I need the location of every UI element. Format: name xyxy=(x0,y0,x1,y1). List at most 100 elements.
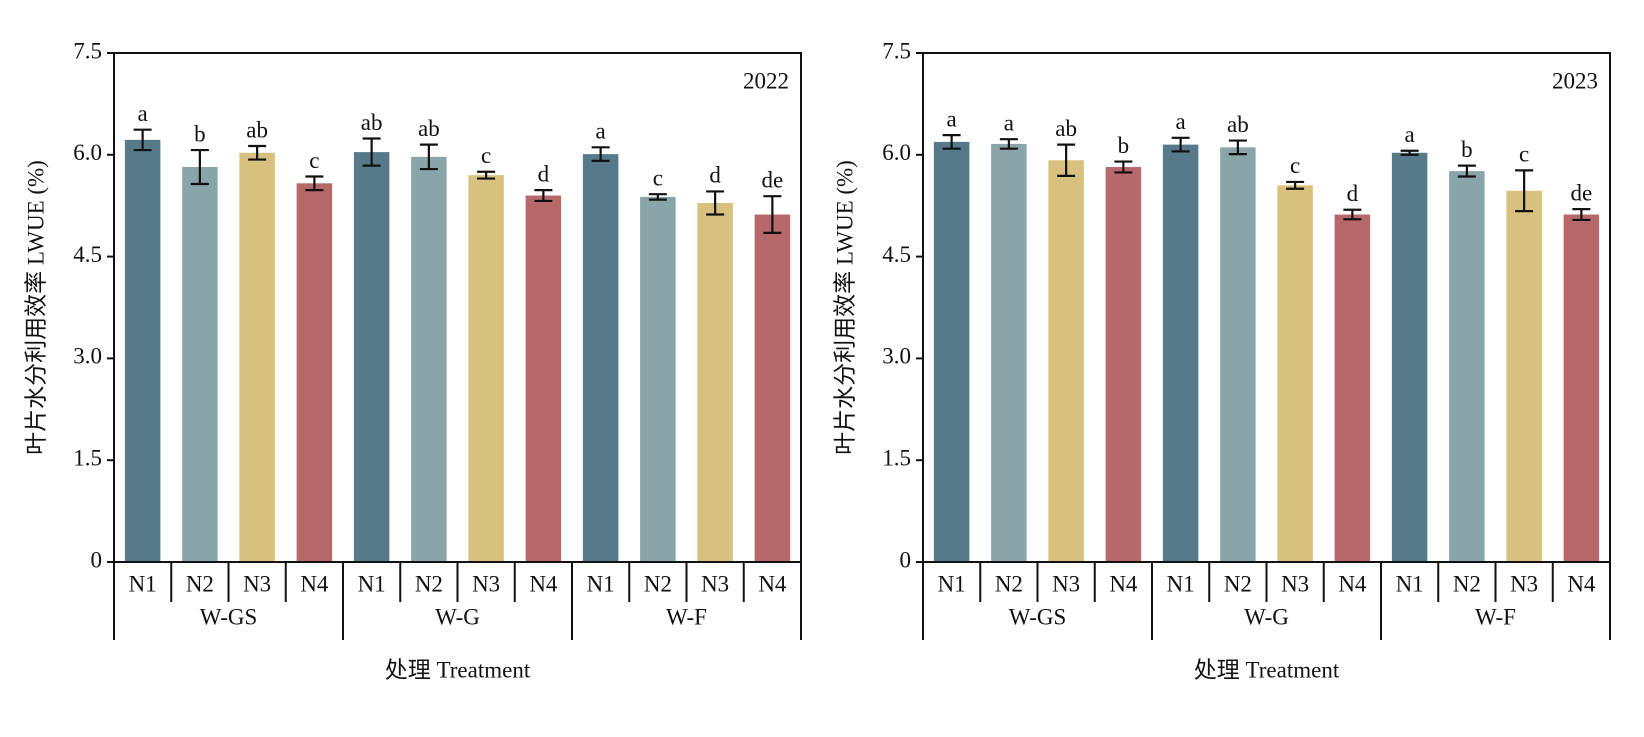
x-tick-label: N2 xyxy=(995,571,1023,596)
bar xyxy=(1449,171,1485,562)
error-bar xyxy=(305,175,324,192)
bar xyxy=(1105,167,1142,563)
significance-letter: c xyxy=(481,143,491,168)
x-axis-title: 处理 Treatment xyxy=(385,657,531,682)
error-bar xyxy=(248,144,267,161)
error-bar xyxy=(1057,143,1076,177)
error-bar xyxy=(1457,164,1476,178)
y-tick-label: 7.5 xyxy=(73,38,102,63)
significance-letter: d xyxy=(709,163,721,188)
error-bar xyxy=(763,195,782,234)
x-tick-label: N4 xyxy=(758,571,787,596)
x-axis-title: 处理 Treatment xyxy=(1194,657,1340,682)
significance-letter: a xyxy=(1004,110,1014,135)
bar xyxy=(1220,147,1256,563)
significance-letter: b xyxy=(1461,137,1473,162)
bar xyxy=(933,141,970,562)
bar xyxy=(1391,152,1428,563)
bar xyxy=(468,175,504,562)
group-label: W-GS xyxy=(1009,604,1067,629)
x-tick-label: N3 xyxy=(472,571,500,596)
x-tick-label: N1 xyxy=(1396,571,1424,596)
significance-letter: d xyxy=(538,161,550,186)
y-tick-label: 3.0 xyxy=(882,344,911,369)
significance-letter: de xyxy=(762,167,784,192)
error-bar xyxy=(534,188,553,203)
y-tick-label: 3.0 xyxy=(73,344,102,369)
bar xyxy=(1277,185,1313,562)
x-tick-label: N4 xyxy=(1109,571,1138,596)
significance-letter: c xyxy=(653,165,663,190)
y-tick-label: 6.0 xyxy=(882,140,911,165)
bar xyxy=(525,195,562,562)
x-tick-label: N3 xyxy=(243,571,271,596)
significance-letter: b xyxy=(194,121,206,146)
significance-letter: a xyxy=(1405,122,1415,147)
error-bar xyxy=(1515,169,1534,213)
significance-letter: ab xyxy=(361,110,383,135)
x-tick-label: N1 xyxy=(938,571,966,596)
x-tick-label: N2 xyxy=(186,571,214,596)
error-bar xyxy=(1400,149,1419,156)
error-bar xyxy=(648,193,667,201)
group-label: W-G xyxy=(435,604,480,629)
y-tick-label: 0 xyxy=(91,547,103,572)
x-tick-label: N2 xyxy=(415,571,443,596)
y-tick-label: 7.5 xyxy=(882,38,911,63)
error-bar xyxy=(591,146,610,163)
x-tick-label: N3 xyxy=(1052,571,1080,596)
error-bar xyxy=(1343,208,1362,221)
bar xyxy=(754,214,791,563)
bar xyxy=(697,202,733,562)
error-bar xyxy=(999,138,1018,150)
significance-letter: ab xyxy=(1055,116,1077,141)
x-tick-label: N1 xyxy=(358,571,386,596)
error-bar xyxy=(133,128,152,152)
bar xyxy=(411,156,447,562)
bar xyxy=(991,143,1027,562)
significance-letter: ab xyxy=(1227,112,1249,137)
x-tick-label: N2 xyxy=(1453,571,1481,596)
x-tick-label: N2 xyxy=(644,571,672,596)
significance-letter: a xyxy=(596,119,606,144)
bar xyxy=(353,152,390,562)
error-bar xyxy=(1114,160,1133,174)
error-bar xyxy=(942,134,961,150)
bar xyxy=(182,167,218,563)
bar xyxy=(296,183,333,562)
group-label: W-F xyxy=(1475,604,1516,629)
y-tick-label: 6.0 xyxy=(73,140,102,165)
significance-letter: c xyxy=(309,148,319,173)
x-tick-label: N3 xyxy=(701,571,729,596)
x-tick-label: N4 xyxy=(1338,571,1367,596)
x-tick-label: N4 xyxy=(1567,571,1596,596)
y-axis-title: 叶片水分利用效率 LWUE (%) xyxy=(23,160,48,455)
x-tick-label: N4 xyxy=(300,571,329,596)
significance-letter: ab xyxy=(246,117,268,142)
error-bar xyxy=(477,170,496,180)
significance-letter: a xyxy=(138,101,148,126)
error-bar xyxy=(1228,139,1247,156)
bar xyxy=(582,154,619,562)
y-axis-title: 叶片水分利用效率 LWUE (%) xyxy=(832,160,857,455)
y-tick-label: 1.5 xyxy=(73,445,102,470)
significance-letter: a xyxy=(1176,109,1186,134)
significance-letter: ab xyxy=(418,116,440,141)
bar xyxy=(1563,214,1600,563)
panel-year: 2023 xyxy=(1552,68,1598,93)
x-tick-label: N3 xyxy=(1281,571,1309,596)
y-tick-label: 4.5 xyxy=(73,242,102,267)
error-bar xyxy=(362,137,381,167)
significance-letter: c xyxy=(1290,153,1300,178)
x-tick-label: N1 xyxy=(587,571,615,596)
x-tick-label: N4 xyxy=(529,571,558,596)
bar xyxy=(1048,160,1084,562)
x-tick-label: N3 xyxy=(1510,571,1538,596)
error-bar xyxy=(1171,136,1190,153)
bar xyxy=(1334,214,1371,563)
group-label: W-F xyxy=(666,604,707,629)
bar xyxy=(1162,144,1199,562)
group-label: W-G xyxy=(1244,604,1289,629)
error-bar xyxy=(190,148,209,186)
